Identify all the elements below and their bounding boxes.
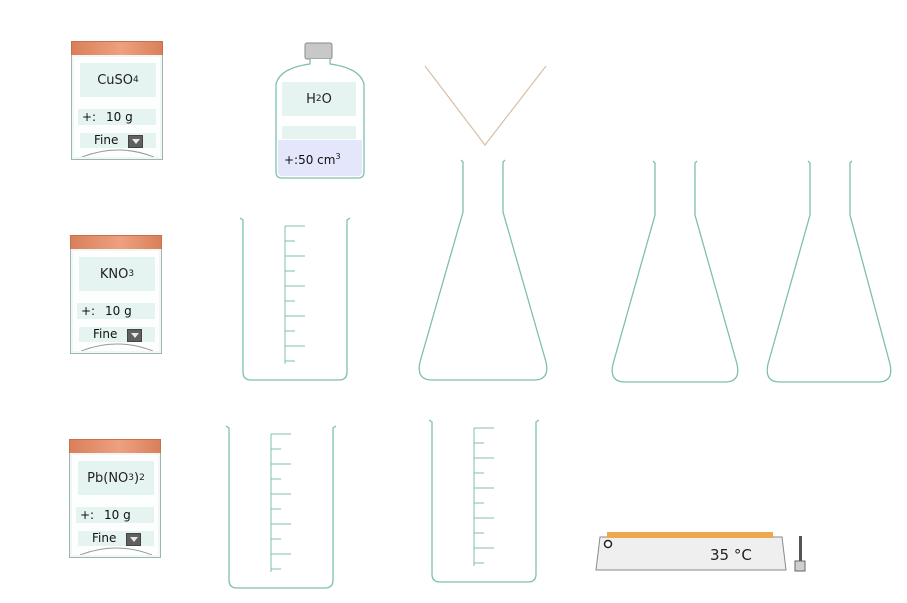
chevron-down-icon[interactable] [127, 329, 142, 342]
heating-surface [607, 532, 773, 538]
jar-lid [70, 235, 162, 249]
powder-pile-icon [80, 547, 152, 555]
beaker[interactable] [239, 217, 351, 381]
powder-pile-icon [81, 343, 153, 351]
graduation-marks [473, 427, 494, 566]
amount-field[interactable]: +: 10 g [78, 109, 156, 125]
amount-field[interactable]: +: 10 g [76, 507, 154, 523]
hot-plate[interactable] [595, 532, 787, 571]
beaker[interactable] [428, 419, 540, 583]
jar-lid [69, 439, 161, 453]
erlenmeyer-flask[interactable] [766, 160, 892, 383]
graduation-marks [284, 225, 305, 364]
chevron-down-icon[interactable] [128, 135, 143, 148]
grain-size-select[interactable]: Fine [80, 133, 156, 148]
jar-lid [71, 41, 163, 55]
power-indicator-icon [603, 539, 613, 549]
chevron-down-icon[interactable] [126, 533, 141, 546]
erlenmeyer-flask[interactable] [611, 160, 739, 383]
reagent-jar-pbno32[interactable]: Pb(NO 3) 2 +: 10 g Fine [69, 439, 161, 558]
reagent-jar-cuso4[interactable]: CuSO 4 +: 10 g Fine [71, 41, 163, 160]
temperature-knob[interactable] [794, 536, 806, 572]
reagent-label: Pb(NO 3) 2 [78, 461, 154, 495]
reagent-jar-kno3[interactable]: KNO 3 +: 10 g Fine [70, 235, 162, 354]
beaker[interactable] [225, 425, 337, 589]
graduation-marks [270, 433, 291, 572]
grain-size-select[interactable]: Fine [78, 531, 154, 546]
reagent-label: KNO 3 [79, 257, 155, 291]
water-amount-field[interactable]: +:50 cm3 [284, 152, 341, 167]
temperature-readout: 35 °C [710, 546, 752, 564]
erlenmeyer-flask[interactable] [418, 159, 548, 381]
funnel[interactable] [424, 65, 547, 146]
amount-field[interactable]: +: 10 g [77, 303, 155, 319]
water-level [278, 140, 362, 176]
grain-size-select[interactable]: Fine [79, 327, 155, 342]
reagent-label: CuSO 4 [80, 63, 156, 97]
powder-pile-icon [82, 149, 154, 157]
